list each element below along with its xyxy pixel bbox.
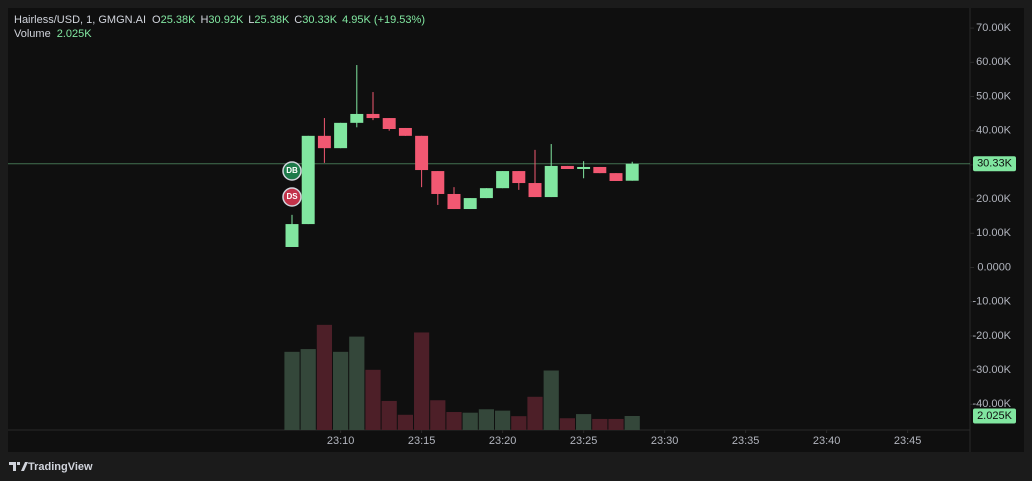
marker-circle bbox=[282, 161, 302, 181]
x-tick-label: 23:45 bbox=[894, 435, 922, 447]
candle-body bbox=[382, 118, 396, 130]
candle-body bbox=[593, 166, 607, 174]
legend-field-label: H bbox=[200, 14, 208, 26]
legend-line: Hairless/USD, 1, GMGN.AI O25.38K H30.92K L2… bbox=[14, 14, 425, 26]
marker-circle bbox=[282, 187, 302, 207]
y-tick-label: 0.0000 bbox=[977, 261, 1011, 273]
volume-tag bbox=[973, 408, 1016, 424]
candle-body bbox=[398, 127, 412, 136]
candle-body bbox=[285, 224, 299, 247]
candle-body bbox=[577, 166, 591, 170]
candle-body bbox=[447, 193, 461, 210]
pane bbox=[8, 8, 1024, 452]
candle-body bbox=[431, 171, 445, 194]
volume-bar bbox=[333, 351, 349, 430]
volume-bar bbox=[511, 416, 527, 430]
y-tick-label: 40.00K bbox=[976, 125, 1012, 137]
volume-bar bbox=[478, 409, 495, 430]
marker-db: DB bbox=[282, 161, 302, 181]
x-tick-label: 23:35 bbox=[732, 435, 760, 447]
volume-bar bbox=[495, 410, 511, 430]
candle-body bbox=[528, 183, 542, 198]
y-tick-label: -20.00K bbox=[972, 330, 1011, 342]
candle-body bbox=[415, 135, 429, 171]
volume-bar bbox=[349, 336, 365, 430]
candle-body bbox=[317, 135, 331, 149]
marker-label: DB bbox=[286, 166, 298, 175]
price-tag bbox=[973, 156, 1016, 172]
volume-bar bbox=[543, 370, 559, 430]
volume-bar bbox=[365, 369, 381, 430]
candle-body bbox=[560, 165, 574, 170]
x-tick-label: 23:15 bbox=[408, 435, 436, 447]
legend-field-label: L bbox=[248, 14, 254, 26]
candle-body bbox=[512, 171, 526, 184]
candle-body bbox=[496, 171, 510, 189]
legend-field-label: C bbox=[294, 14, 302, 26]
y-tick-label: 20.00K bbox=[976, 193, 1012, 205]
candle-body bbox=[334, 122, 348, 149]
y-tick-label: -10.00K bbox=[972, 296, 1011, 308]
y-tick-label: -40.00K bbox=[972, 398, 1011, 410]
x-tick-label: 23:40 bbox=[813, 435, 841, 447]
volume-bar bbox=[559, 418, 576, 430]
marker-label: DS bbox=[286, 192, 298, 201]
y-tick-label: 60.00K bbox=[976, 56, 1012, 68]
y-tick-label: 10.00K bbox=[976, 227, 1012, 239]
volume-bar bbox=[446, 412, 462, 430]
volume-bar bbox=[608, 418, 624, 430]
candle-body bbox=[544, 165, 558, 198]
candle-body bbox=[625, 163, 639, 181]
y-tick-label: -30.00K bbox=[972, 364, 1011, 376]
x-tick-label: 23:20 bbox=[489, 435, 517, 447]
volume-tag-label: 2.025K bbox=[977, 410, 1013, 422]
volume-bar bbox=[316, 324, 333, 430]
candle-body bbox=[366, 113, 380, 119]
y-tick-label: 50.00K bbox=[976, 90, 1012, 102]
volume-bar bbox=[462, 412, 478, 430]
x-tick-label: 23:30 bbox=[651, 435, 679, 447]
marker-ds: DS bbox=[282, 187, 302, 207]
volume-bar bbox=[624, 415, 640, 430]
volume-bar bbox=[397, 414, 414, 430]
legend-volume-label: Volume bbox=[14, 28, 51, 40]
candle-body bbox=[463, 198, 477, 210]
legend: Hairless/USD, 1, GMGN.AI O25.38K H30.92K L2… bbox=[14, 14, 425, 40]
legend-change: 4.95K (+19.53%) bbox=[342, 14, 425, 26]
legend-field-value: 30.92K bbox=[208, 14, 244, 26]
price-tag-label: 30.33K bbox=[977, 158, 1013, 170]
volume-bar bbox=[300, 349, 316, 430]
volume-bar bbox=[414, 332, 430, 430]
brand: TradingView bbox=[28, 461, 93, 473]
legend-volume-value: 2.025K bbox=[57, 28, 93, 40]
candle-body bbox=[609, 173, 623, 181]
candle-body bbox=[350, 113, 364, 123]
legend-field-label: O bbox=[152, 14, 161, 26]
y-tick-label: 70.00K bbox=[976, 22, 1012, 34]
legend-symbol: Hairless/USD, 1, GMGN.AI bbox=[14, 14, 146, 26]
logo: TradingView bbox=[9, 461, 93, 473]
candle-body bbox=[479, 188, 493, 199]
logo-icon bbox=[9, 462, 28, 471]
x-tick-label: 23:25 bbox=[570, 435, 598, 447]
volume-bar bbox=[592, 418, 608, 430]
legend-line: Volume 2.025K bbox=[14, 28, 92, 40]
legend-field-value: 25.38K bbox=[161, 14, 197, 26]
volume-bar bbox=[576, 414, 592, 430]
legend-field-value: 25.38K bbox=[254, 14, 290, 26]
volume-bar bbox=[430, 400, 446, 430]
volume-bar bbox=[381, 400, 397, 430]
volume-bar bbox=[527, 396, 543, 430]
x-tick-label: 23:10 bbox=[327, 435, 355, 447]
legend-field-value: 30.33K bbox=[302, 14, 338, 26]
candle-body bbox=[301, 135, 315, 225]
volume-bar bbox=[284, 351, 300, 430]
